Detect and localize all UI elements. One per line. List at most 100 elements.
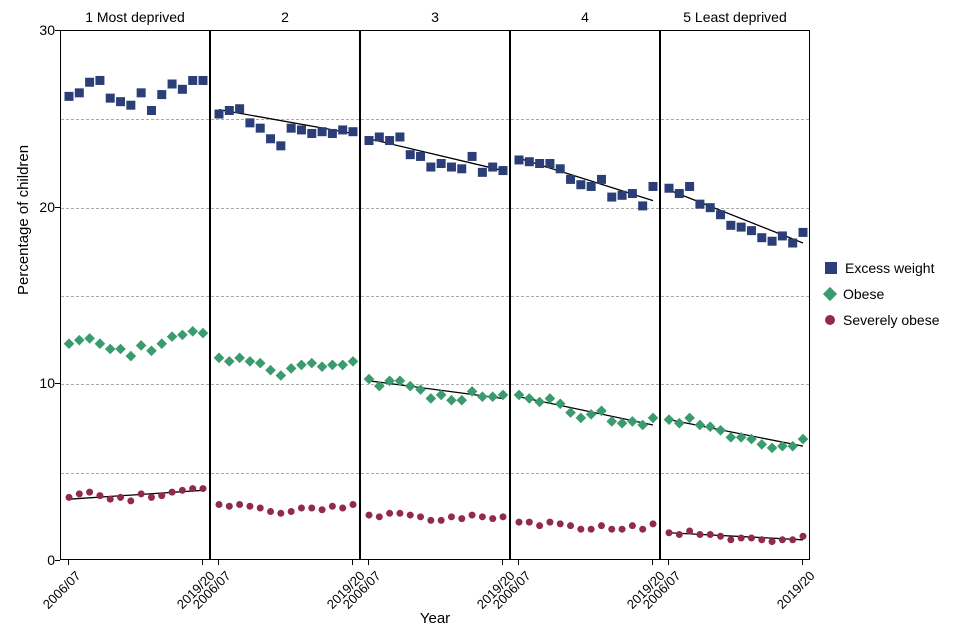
data-point (534, 397, 545, 408)
data-point (386, 510, 393, 517)
data-point (726, 221, 735, 230)
data-point (446, 395, 457, 406)
data-point (224, 356, 235, 367)
legend-marker (823, 287, 837, 301)
data-point (597, 175, 606, 184)
data-point (406, 150, 415, 159)
data-point (606, 416, 617, 427)
data-point (234, 353, 245, 364)
data-point (650, 520, 657, 527)
data-point (487, 391, 498, 402)
data-point (276, 370, 287, 381)
data-point (489, 515, 496, 522)
data-point (85, 78, 94, 87)
data-point (526, 519, 533, 526)
data-point (216, 501, 223, 508)
data-point (479, 513, 486, 520)
data-point (747, 226, 756, 235)
data-point (799, 228, 808, 237)
data-point (618, 191, 627, 200)
data-point (567, 522, 574, 529)
data-point (457, 164, 466, 173)
data-point (426, 393, 437, 404)
data-point (638, 201, 647, 210)
data-point (415, 384, 426, 395)
data-point (789, 536, 796, 543)
data-point (515, 155, 524, 164)
data-point (686, 527, 693, 534)
data-point (525, 157, 534, 166)
data-point (500, 513, 507, 520)
data-point (339, 505, 346, 512)
data-point (675, 189, 684, 198)
legend-label: Obese (843, 286, 884, 302)
data-point (179, 487, 186, 494)
data-point (214, 353, 225, 364)
data-point (277, 510, 284, 517)
data-point (364, 374, 375, 385)
data-point (75, 88, 84, 97)
data-point (588, 526, 595, 533)
data-point (256, 124, 265, 133)
data-point (587, 182, 596, 191)
data-point (265, 365, 276, 376)
data-point (147, 106, 156, 115)
data-point (706, 203, 715, 212)
data-point (188, 76, 197, 85)
data-point (146, 345, 157, 356)
data-point (86, 489, 93, 496)
data-point (685, 182, 694, 191)
legend-item: Obese (825, 286, 940, 302)
data-point (576, 180, 585, 189)
data-point (477, 391, 488, 402)
data-point (246, 503, 253, 510)
y-tick-label: 0 (47, 552, 55, 568)
data-point (148, 494, 155, 501)
data-point (756, 439, 767, 450)
data-point (769, 538, 776, 545)
panel-title: 5 Least deprived (661, 9, 809, 25)
panel: 5 Least deprived (660, 30, 810, 560)
data-point (788, 239, 797, 248)
data-point (74, 335, 85, 346)
data-point (416, 152, 425, 161)
data-point (649, 182, 658, 191)
data-point (396, 510, 403, 517)
data-point (308, 505, 315, 512)
data-point (126, 101, 135, 110)
data-point (405, 381, 416, 392)
data-point (245, 118, 254, 127)
data-point (189, 485, 196, 492)
data-point (298, 505, 305, 512)
data-point (276, 141, 285, 150)
data-point (96, 492, 103, 499)
data-point (105, 344, 116, 355)
data-point (385, 136, 394, 145)
data-point (637, 420, 648, 431)
panel: 4 (510, 30, 660, 560)
data-point (778, 231, 787, 240)
data-point (156, 338, 167, 349)
data-point (417, 513, 424, 520)
data-point (375, 133, 384, 142)
data-point (684, 413, 695, 424)
y-tick-label: 10 (39, 375, 55, 391)
data-point (665, 184, 674, 193)
data-point (557, 520, 564, 527)
panel-title: 3 (361, 9, 509, 25)
data-point (198, 328, 209, 339)
data-point (286, 363, 297, 374)
data-point (629, 522, 636, 529)
data-point (619, 526, 626, 533)
data-point (577, 526, 584, 533)
data-point (338, 125, 347, 134)
data-point (107, 496, 114, 503)
data-point (307, 129, 316, 138)
data-point (407, 512, 414, 519)
data-point (426, 163, 435, 172)
data-point (758, 536, 765, 543)
data-point (84, 333, 95, 344)
data-point (674, 418, 685, 429)
data-point (727, 536, 734, 543)
data-point (127, 497, 134, 504)
